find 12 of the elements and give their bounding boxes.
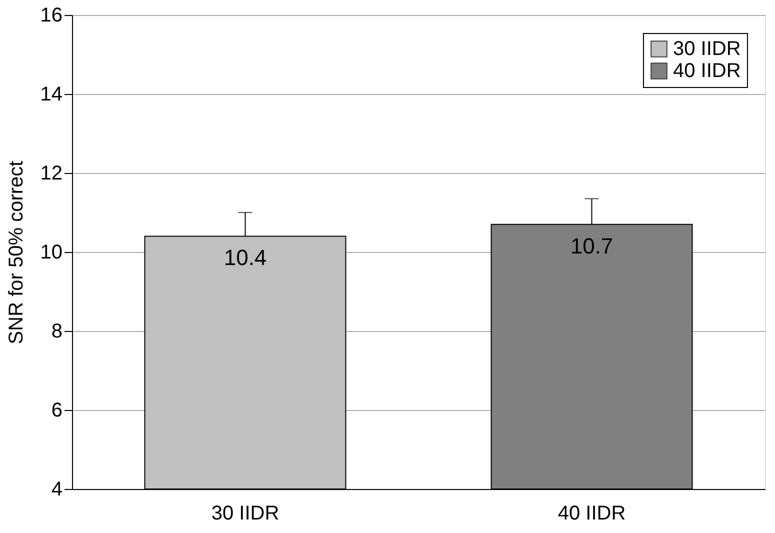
y-tick-label: 4 bbox=[51, 478, 62, 500]
y-axis-title: SNR for 50% correct bbox=[5, 160, 28, 344]
y-tick-label: 8 bbox=[51, 320, 62, 342]
y-tick-label: 16 bbox=[40, 4, 62, 26]
y-tick-label: 6 bbox=[51, 400, 62, 422]
y-tick-label: 10 bbox=[40, 242, 62, 264]
data-label: 10.7 bbox=[570, 233, 614, 258]
y-tick-label: 12 bbox=[40, 162, 62, 184]
legend-label: 30 IIDR bbox=[673, 38, 741, 60]
y-tick-label: 14 bbox=[40, 84, 62, 106]
legend-label: 40 IIDR bbox=[673, 60, 741, 82]
data-label: 10.4 bbox=[224, 245, 267, 270]
